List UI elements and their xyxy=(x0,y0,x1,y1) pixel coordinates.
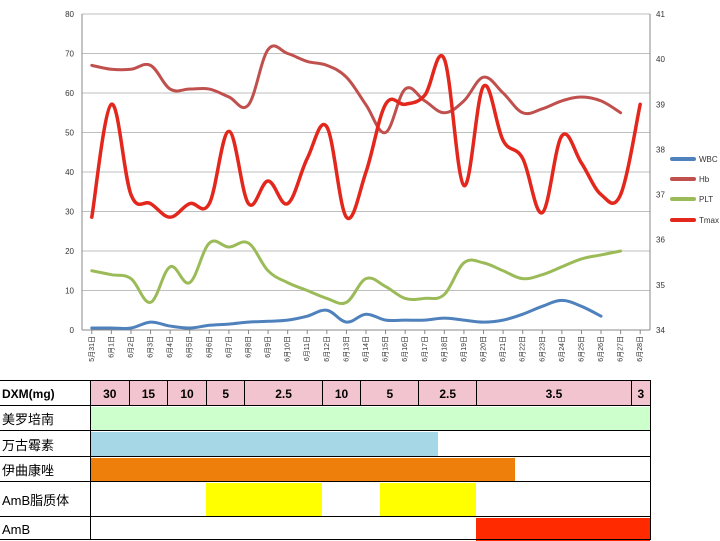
table-row: 美罗培南 xyxy=(0,405,650,431)
row-label: 伊曲康唑 xyxy=(2,463,55,478)
y-right-tick-label: 34 xyxy=(656,326,665,335)
row-label: 美罗培南 xyxy=(2,412,55,427)
x-tick-label: 6月7日 xyxy=(225,336,233,358)
dose-cell: 10 xyxy=(167,381,206,406)
y-right-tick-label: 41 xyxy=(656,10,665,19)
x-tick-label: 6月9日 xyxy=(264,336,272,358)
dose-cell: 2.5 xyxy=(418,381,477,406)
y-right-tick-label: 35 xyxy=(656,281,665,290)
x-tick-label: 5月31日 xyxy=(88,336,96,362)
line-chart: 0 10 20 30 40 50 60 70 80 34 35 36 37 38 39 40 41 5月31日 6月… xyxy=(65,10,719,362)
y-left-tick-label: 0 xyxy=(70,326,75,335)
table-row: 伊曲康唑 xyxy=(0,456,650,482)
legend: WBC Hb PLT Tmax xyxy=(670,155,719,225)
x-tick-label: 6月11日 xyxy=(303,336,311,361)
table-vertical-border xyxy=(89,380,91,540)
drug-bar xyxy=(90,432,438,457)
x-tick-label: 6月25日 xyxy=(577,336,585,362)
row-label: 万古霉素 xyxy=(2,437,55,453)
x-tick-label: 6月24日 xyxy=(558,336,566,362)
row-label: DXM(mg) xyxy=(2,386,55,401)
x-tick-label: 6月26日 xyxy=(597,336,605,362)
x-tick-label: 6月13日 xyxy=(342,336,350,362)
table-row: DXM(mg) 30 15 10 5 2.5 10 5 2.5 3.5 3 xyxy=(0,380,650,406)
drug-bar xyxy=(476,518,650,541)
row-label: AmB xyxy=(2,521,31,537)
x-tick-label: 6月8日 xyxy=(244,336,252,358)
series-line-hb xyxy=(90,44,623,135)
x-tick-label: 6月23日 xyxy=(538,336,546,362)
drug-bar xyxy=(379,483,477,517)
dose-cell: 3.5 xyxy=(476,381,631,406)
y-left-tick-label: 10 xyxy=(65,287,74,296)
legend-label-plt: PLT xyxy=(699,195,713,204)
series-line-wbc xyxy=(90,298,603,330)
x-tick-label: 6月19日 xyxy=(460,336,468,362)
table-vertical-border xyxy=(649,380,651,540)
y-right-tick-label: 36 xyxy=(656,236,665,245)
x-tick-label: 6月20日 xyxy=(480,336,488,362)
x-tick-label: 6月3日 xyxy=(147,336,155,358)
series-lines xyxy=(90,44,642,330)
dose-cell: 3 xyxy=(630,381,650,406)
x-tick-label: 6月27日 xyxy=(617,336,625,362)
x-tick-label: 6月18日 xyxy=(440,336,448,362)
dose-cell: 5 xyxy=(205,381,245,406)
y-left-tick-label: 30 xyxy=(65,208,74,217)
x-tick-label: 6月28日 xyxy=(636,336,644,362)
x-tick-label: 6月21日 xyxy=(499,336,507,362)
x-tick-label: 6月2日 xyxy=(127,336,135,358)
y-right-tick-label: 40 xyxy=(656,55,665,64)
x-tick-label: 6月4日 xyxy=(166,336,174,358)
x-tick-label: 6月22日 xyxy=(519,336,527,362)
x-tick-label: 6月5日 xyxy=(186,336,194,358)
x-tick-label: 6月10日 xyxy=(284,336,292,362)
drug-table: DXM(mg) 30 15 10 5 2.5 10 5 2.5 3.5 3 美罗培南 万古霉素 伊曲康唑 A… xyxy=(0,380,720,541)
y-left-tick-label: 70 xyxy=(65,50,74,59)
legend-label-tmax: Tmax xyxy=(699,216,719,225)
table-row: AmB xyxy=(0,516,650,541)
y-left-tick-label: 20 xyxy=(65,247,74,256)
y-left-tick-label: 60 xyxy=(65,89,74,98)
axes: 0 10 20 30 40 50 60 70 80 34 35 36 37 38 39 40 41 5月31日 6月… xyxy=(65,10,665,362)
y-right-tick-label: 37 xyxy=(656,191,665,200)
dose-cell: 15 xyxy=(128,381,168,406)
dose-cell: 2.5 xyxy=(244,381,322,406)
y-right-tick-label: 39 xyxy=(656,100,665,109)
legend-label-hb: Hb xyxy=(699,175,710,184)
drug-bar xyxy=(90,407,650,431)
x-tick-label: 6月14日 xyxy=(362,336,370,362)
legend-label-wbc: WBC xyxy=(699,155,718,164)
y-left-tick-label: 50 xyxy=(65,129,74,138)
y-right-tick-label: 38 xyxy=(656,145,665,154)
x-tick-label: 6月6日 xyxy=(205,336,213,358)
x-tick-label: 6月1日 xyxy=(107,336,115,358)
dose-cell: 5 xyxy=(360,381,419,406)
drug-bar xyxy=(205,483,322,517)
series-line-plt xyxy=(90,239,623,306)
table-row: 万古霉素 xyxy=(0,430,650,457)
series-line-tmax xyxy=(90,54,642,221)
x-tick-label: 6月15日 xyxy=(382,336,390,362)
x-tick-label: 6月12日 xyxy=(323,336,331,362)
table-row: AmB脂质体 xyxy=(0,481,650,517)
y-left-tick-label: 80 xyxy=(65,10,74,19)
x-tick-label: 6月17日 xyxy=(421,336,429,362)
dose-cell: 30 xyxy=(90,381,129,406)
row-label: AmB脂质体 xyxy=(2,493,70,508)
y-left-tick-label: 40 xyxy=(65,168,74,177)
dose-cell: 10 xyxy=(321,381,361,406)
x-tick-label: 6月16日 xyxy=(401,336,409,362)
drug-bar xyxy=(90,458,515,482)
